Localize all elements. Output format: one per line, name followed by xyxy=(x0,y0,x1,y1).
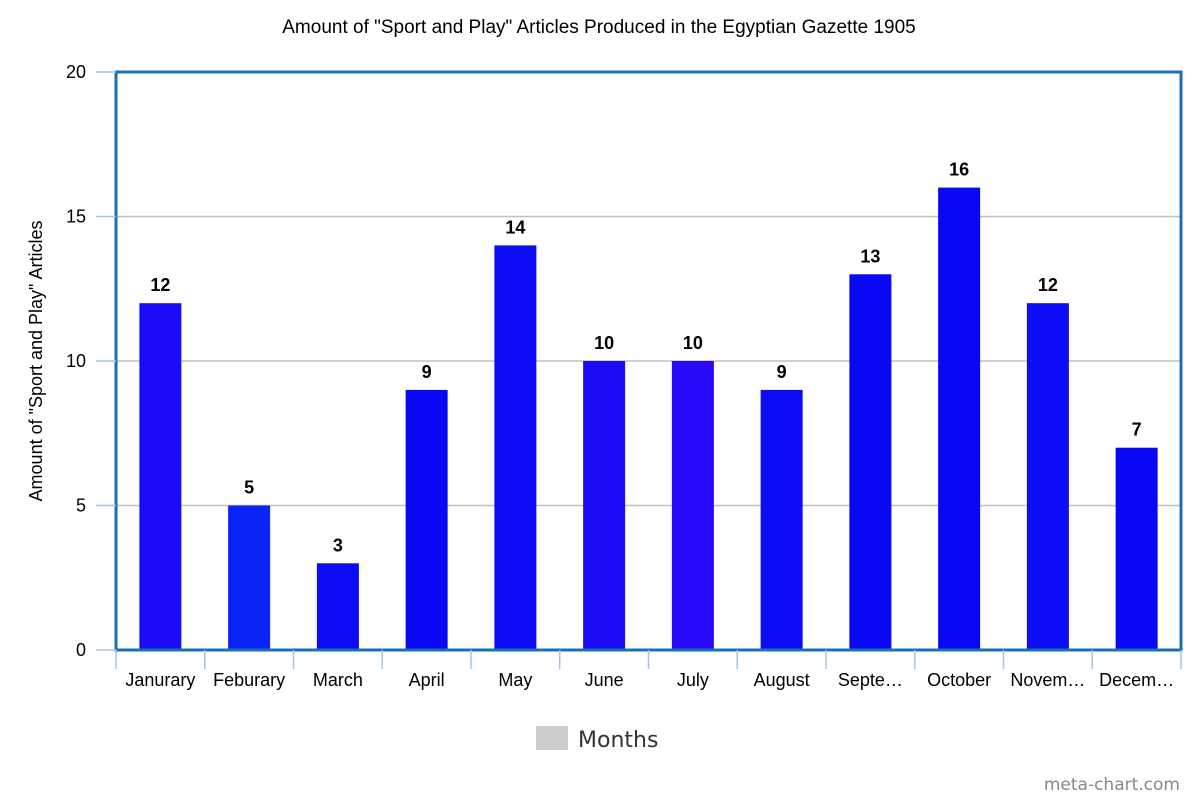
y-tick-label: 10 xyxy=(66,351,86,371)
x-tick-label: October xyxy=(927,670,991,690)
gridlines xyxy=(116,215,1181,507)
bar[interactable] xyxy=(1026,303,1069,650)
bar[interactable] xyxy=(316,563,359,650)
data-label: 16 xyxy=(949,160,969,180)
data-label: 14 xyxy=(505,217,525,237)
data-label: 12 xyxy=(1038,275,1058,295)
x-tick-label: Feburary xyxy=(213,670,285,690)
data-label: 9 xyxy=(777,362,787,382)
x-tick-label: August xyxy=(754,670,810,690)
legend[interactable]: Months xyxy=(536,726,658,753)
bar[interactable] xyxy=(405,389,448,650)
bar[interactable] xyxy=(228,505,271,651)
data-label: 13 xyxy=(860,246,880,266)
y-tick-label: 0 xyxy=(76,640,86,660)
x-tick-label: Novem… xyxy=(1010,670,1085,690)
y-tick-label: 5 xyxy=(76,496,86,516)
data-label: 3 xyxy=(333,535,343,555)
x-axis-ticks: Janurary Feburary March April May June July Aug… xyxy=(115,650,1182,690)
x-tick-label: March xyxy=(313,670,363,690)
data-label: 10 xyxy=(683,333,703,353)
data-label: 12 xyxy=(150,275,170,295)
y-axis-ticks: 0 5 10 15 20 xyxy=(66,62,116,660)
chart-title: Amount of "Sport and Play" Articles Prod… xyxy=(282,17,915,38)
x-tick-label: Janurary xyxy=(125,670,195,690)
data-label: 5 xyxy=(244,478,254,498)
bar[interactable] xyxy=(938,187,981,650)
x-tick-label: June xyxy=(585,670,624,690)
bar[interactable] xyxy=(671,361,714,650)
x-tick-label: April xyxy=(409,670,445,690)
y-tick-label: 20 xyxy=(66,62,86,82)
data-label: 9 xyxy=(422,362,432,382)
bar[interactable] xyxy=(139,303,182,650)
watermark[interactable]: meta-chart.com xyxy=(1044,775,1180,795)
data-label: 7 xyxy=(1132,420,1142,440)
x-tick-label: July xyxy=(677,670,709,690)
x-tick-label: Septe… xyxy=(838,670,903,690)
bar[interactable] xyxy=(760,389,803,650)
data-label: 10 xyxy=(594,333,614,353)
bar[interactable] xyxy=(849,274,892,650)
x-tick-label: Decem… xyxy=(1099,670,1174,690)
bar[interactable] xyxy=(1115,447,1158,650)
bar[interactable] xyxy=(583,361,626,650)
x-tick-label: May xyxy=(498,670,532,690)
legend-swatch-months[interactable] xyxy=(536,726,568,750)
bars xyxy=(139,187,1158,651)
y-tick-label: 15 xyxy=(66,207,86,227)
bar[interactable] xyxy=(494,245,537,650)
legend-label-months[interactable]: Months xyxy=(578,728,658,753)
y-axis-label: Amount of "Sport and Play" Articles xyxy=(26,221,46,502)
data-labels: 12 5 3 9 14 10 10 9 13 16 12 7 xyxy=(150,160,1141,556)
